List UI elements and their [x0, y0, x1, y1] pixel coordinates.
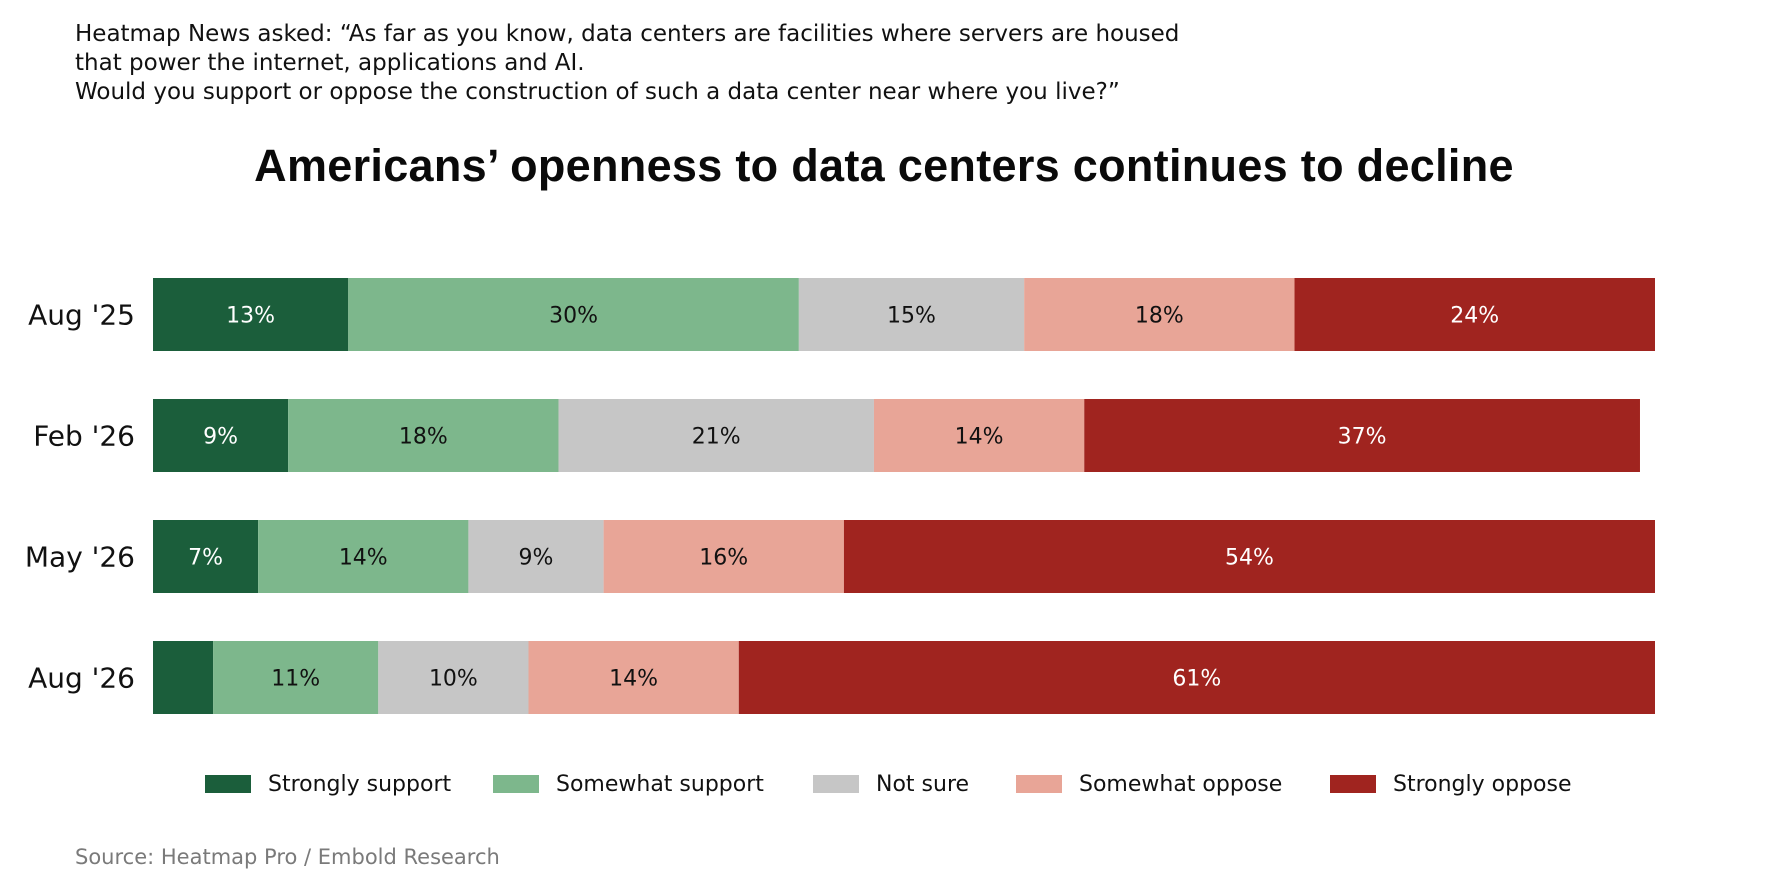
- data-label: 61%: [1172, 667, 1221, 692]
- bar-segment: [1084, 399, 1640, 472]
- bar-segment: [558, 399, 874, 472]
- data-label: 18%: [1135, 304, 1184, 329]
- legend-swatch: [1016, 775, 1062, 793]
- data-label: 24%: [1450, 304, 1499, 329]
- bar-segment: [1294, 278, 1655, 351]
- legend-label: Not sure: [876, 772, 969, 797]
- bar-segment: [153, 399, 289, 472]
- bar-segment: [843, 520, 1655, 593]
- bar-segment: [378, 641, 529, 714]
- data-label: 14%: [609, 667, 658, 692]
- bar-segment: [213, 641, 379, 714]
- bar-segment: [153, 520, 259, 593]
- legend-label: Somewhat oppose: [1079, 772, 1282, 797]
- legend-swatch: [813, 775, 859, 793]
- bar-segment: [603, 520, 844, 593]
- data-label: 37%: [1338, 425, 1387, 450]
- question-line-1: Heatmap News asked: “As far as you know,…: [75, 21, 1180, 47]
- data-label: 14%: [339, 546, 388, 571]
- data-label: 30%: [549, 304, 598, 329]
- data-label: 15%: [887, 304, 936, 329]
- bar-segment: [288, 399, 559, 472]
- category-label: Aug '26: [28, 662, 135, 695]
- data-label: 10%: [429, 667, 478, 692]
- data-label: 11%: [271, 667, 320, 692]
- legend-label: Strongly support: [268, 772, 451, 797]
- bar-segment: [798, 278, 1025, 351]
- legend-swatch: [1330, 775, 1376, 793]
- category-label: Feb '26: [33, 420, 135, 453]
- survey-question: Heatmap News asked: “As far as you know,…: [75, 20, 1179, 107]
- legend-label: Somewhat support: [556, 772, 764, 797]
- bar-segment: [153, 278, 349, 351]
- data-label: 18%: [399, 425, 448, 450]
- category-label: May '26: [25, 541, 135, 574]
- legend-swatch: [493, 775, 539, 793]
- bar-segment: [1024, 278, 1295, 351]
- chart-title: Americans’ openness to data centers cont…: [254, 140, 1514, 191]
- data-label: 14%: [955, 425, 1004, 450]
- data-label: 54%: [1225, 546, 1274, 571]
- data-label: 21%: [692, 425, 741, 450]
- data-label: 16%: [699, 546, 748, 571]
- legend-swatch: [205, 775, 251, 793]
- bar-segment: [873, 399, 1085, 472]
- data-label: 13%: [226, 304, 275, 329]
- bar-segment: [153, 641, 214, 714]
- question-line-2: that power the internet, applications an…: [75, 50, 585, 76]
- data-label: 9%: [203, 425, 238, 450]
- source-note: Source: Heatmap Pro / Embold Research: [75, 845, 500, 869]
- data-label: 9%: [519, 546, 554, 571]
- bar-segment: [738, 641, 1655, 714]
- bar-segment: [348, 278, 799, 351]
- bar-segment: [528, 641, 739, 714]
- category-label: Aug '25: [28, 299, 135, 332]
- bar-segment: [468, 520, 604, 593]
- data-label: 7%: [188, 546, 223, 571]
- legend-label: Strongly oppose: [1393, 772, 1572, 797]
- bar-segment: [258, 520, 469, 593]
- question-line-3: Would you support or oppose the construc…: [75, 79, 1120, 105]
